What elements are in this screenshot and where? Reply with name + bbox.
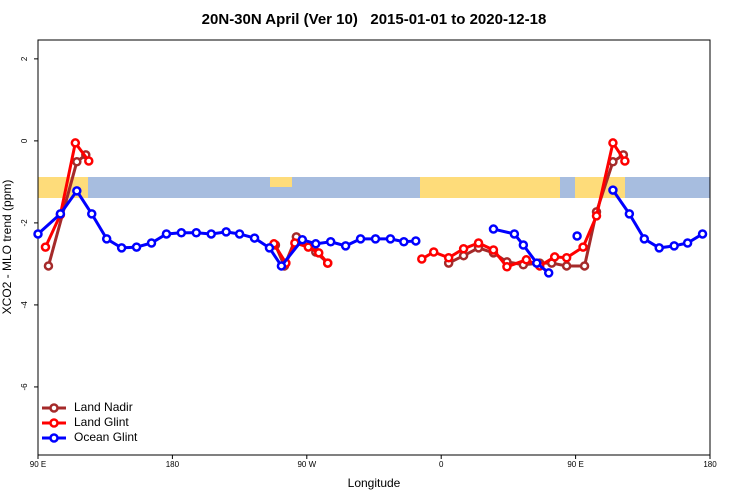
point: [87, 209, 97, 219]
point: [521, 255, 532, 265]
point: [578, 242, 588, 252]
point: [682, 238, 693, 248]
point: [311, 239, 321, 249]
x-tick-label: 180: [166, 460, 180, 469]
point: [399, 237, 409, 247]
point: [72, 157, 82, 167]
point: [385, 234, 396, 244]
point: [417, 254, 427, 264]
point: [322, 258, 333, 268]
point: [33, 229, 43, 239]
point: [340, 241, 351, 251]
x-axis-label: Longitude: [348, 476, 401, 490]
point: [131, 242, 142, 252]
x-tick-label: 90 E: [30, 460, 46, 469]
point: [572, 231, 582, 241]
chart-title: 20N-30N April (Ver 10) 2015-01-01 to 202…: [202, 11, 547, 28]
point: [443, 253, 454, 263]
y-tick-label: 0: [20, 138, 29, 143]
point: [146, 238, 157, 248]
point: [411, 236, 421, 246]
y-tick-label: -2: [20, 219, 29, 227]
point: [579, 261, 590, 271]
point: [488, 224, 499, 234]
point: [249, 233, 260, 243]
point: [561, 253, 572, 263]
x-tick-label: 0: [439, 460, 444, 469]
legend-marker: [49, 403, 59, 413]
legend-label: Land Nadir: [74, 400, 133, 414]
point: [620, 156, 630, 166]
y-tick-label: -6: [20, 383, 29, 391]
legend-marker: [49, 433, 59, 443]
x-tick-label: 90 E: [567, 460, 583, 469]
point: [509, 229, 520, 239]
point: [313, 248, 324, 258]
x-tick-label: 180: [703, 460, 717, 469]
legend-marker: [49, 418, 59, 428]
point: [639, 234, 650, 244]
point: [72, 186, 82, 196]
y-axis-label: XCO2 - MLO trend (ppm): [0, 180, 14, 315]
point: [206, 229, 216, 239]
point: [221, 227, 231, 237]
point: [303, 242, 314, 252]
point: [624, 209, 635, 219]
point: [176, 227, 187, 238]
point: [502, 262, 512, 272]
point: [55, 209, 66, 219]
point: [276, 261, 287, 271]
legend-label: Land Glint: [74, 415, 129, 429]
point: [654, 243, 664, 253]
point: [488, 245, 499, 255]
point: [591, 211, 602, 221]
point: [325, 237, 336, 247]
point: [561, 261, 572, 271]
point: [518, 240, 529, 250]
y-tick-label: -4: [20, 301, 29, 309]
point: [608, 185, 618, 195]
land-band: [270, 177, 292, 187]
plot-frame: [37, 39, 711, 456]
point: [43, 261, 54, 271]
land-band: [420, 177, 560, 198]
point: [473, 238, 484, 248]
y-tick-label: 2: [20, 56, 29, 61]
point: [101, 234, 112, 244]
point: [543, 268, 554, 278]
x-tick-label: 90 W: [297, 460, 316, 469]
point: [370, 234, 381, 244]
legend-label: Ocean Glint: [74, 430, 138, 444]
point: [84, 156, 94, 166]
point: [532, 258, 542, 268]
point: [161, 229, 172, 239]
point: [264, 243, 275, 253]
point: [70, 138, 81, 148]
point: [458, 243, 469, 254]
point: [297, 234, 308, 245]
point: [608, 138, 618, 148]
point: [116, 243, 127, 253]
point: [669, 241, 679, 251]
point: [234, 229, 245, 239]
point: [355, 234, 366, 244]
point: [191, 227, 202, 238]
point: [40, 242, 51, 252]
point: [428, 247, 439, 257]
point: [549, 252, 560, 262]
point: [697, 229, 708, 239]
